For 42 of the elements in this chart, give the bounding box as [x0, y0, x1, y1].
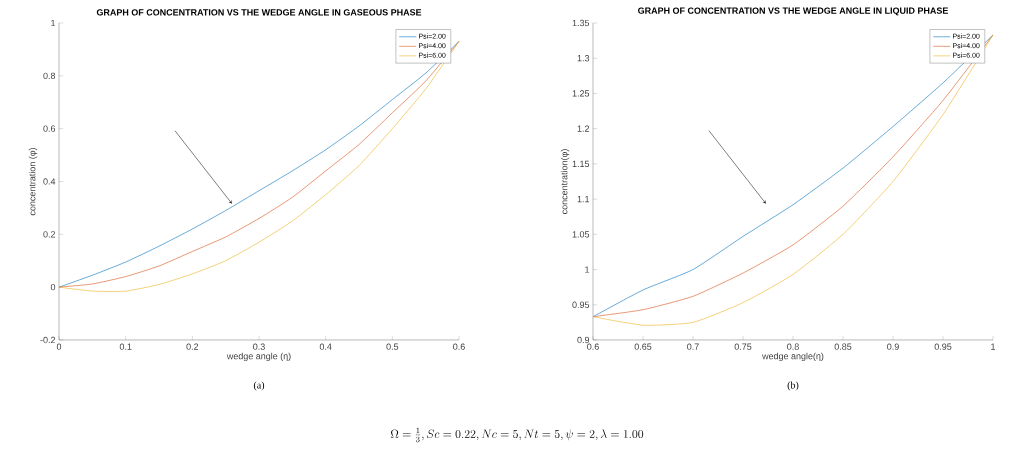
x-tick-label: 0.6	[453, 343, 465, 350]
x-tick-label: 0.75	[734, 343, 752, 350]
x-tick-label: 0.3	[253, 343, 265, 350]
y-tick-label: 1.35	[572, 19, 590, 27]
y-tick-label: 0.4	[43, 178, 56, 185]
y-tick-label: 0.8	[43, 72, 56, 79]
y-tick-label: 1.1	[577, 196, 590, 203]
x-tick-label: 0.5	[386, 343, 399, 350]
y-tick-label: -0.2	[40, 336, 56, 344]
chart-title: GRAPH OF CONCENTRATION VS THE WEDGE ANGLE IN GASEOUS PHASE	[96, 9, 422, 16]
y-tick-label: 1.05	[572, 231, 590, 238]
y-tick-label: 0.9	[577, 336, 590, 344]
x-tick-label: 0.65	[634, 343, 652, 350]
x-tick-label: 0.9	[887, 343, 899, 350]
x-axis-title: wedge angle (η)	[226, 352, 291, 362]
x-tick-label: 0.8	[787, 343, 799, 350]
y-axis-title: concentration (φ)	[28, 148, 38, 216]
x-tick-label: 0.6	[587, 343, 599, 350]
y-tick-label: 0	[50, 283, 56, 291]
x-tick-label: 0	[56, 343, 62, 350]
text: (a)	[253, 381, 265, 391]
y-tick-label: 0.2	[43, 231, 56, 238]
y-tick-label: 1	[585, 266, 590, 273]
x-tick-label: 1	[991, 343, 996, 350]
x-tick-label: 0.1	[119, 343, 132, 350]
x-tick-label: 0.2	[186, 343, 199, 350]
y-tick-label: 1.2	[577, 125, 590, 132]
chart-title: GRAPH OF CONCENTRATION VS THE WEDGE ANGLE IN LIQUID PHASE	[638, 7, 948, 16]
y-tick-label: 1	[51, 19, 56, 27]
y-tick-label: 1.3	[577, 55, 590, 62]
x-tick-label: 0.7	[687, 343, 699, 350]
x-tick-label: 0.95	[934, 343, 952, 350]
y-tick-label: 1.15	[572, 160, 590, 168]
y-axis-title: concentration(φ)	[560, 149, 570, 214]
y-tick-label: 0.95	[572, 301, 590, 308]
y-tick-label: 1.25	[572, 90, 590, 97]
x-axis-title: wedge angle(η)	[762, 352, 824, 362]
text: $\Omega = \frac{1}{3}, Sc = 0.22, Nc = 5, Nt = 5, \psi = 2, \lambda = 1.00$	[390, 427, 644, 443]
text: (b)	[787, 381, 799, 391]
x-tick-label: 0.4	[319, 343, 332, 350]
x-tick-label: 0.85	[834, 343, 852, 350]
y-tick-label: 0.6	[43, 125, 56, 132]
